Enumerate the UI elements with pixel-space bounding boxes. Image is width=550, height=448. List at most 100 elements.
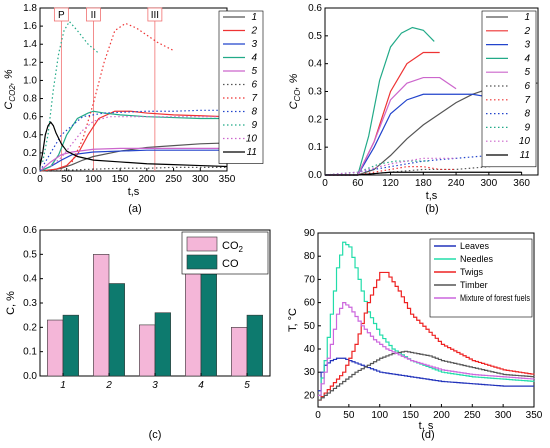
y-tick-label: 1.0 — [23, 75, 37, 86]
x-tick-label: 1 — [60, 380, 66, 391]
plot-frame-3 — [317, 232, 535, 408]
legend-label: 3 — [251, 39, 257, 50]
marker-label: II — [91, 10, 97, 21]
series-line-d-needles — [318, 241, 535, 396]
x-tick-label: 50 — [343, 410, 355, 421]
marker-box — [147, 7, 163, 22]
legend-label: Needles — [460, 254, 494, 264]
x-tick-label: 100 — [85, 174, 102, 185]
x-tick-label: 360 — [513, 178, 530, 189]
series-line-a-9 — [42, 20, 100, 163]
y-tick-label: 0.0 — [23, 166, 37, 177]
legend-label: 10 — [246, 134, 258, 145]
legend-label: 1 — [524, 12, 530, 23]
series-line-a-4 — [39, 110, 227, 172]
bar-co — [62, 314, 79, 377]
series-line-d-timber — [318, 350, 535, 401]
x-tick-label: 200 — [433, 410, 450, 421]
legend-label: 6 — [524, 81, 530, 92]
y-tick-label: 0.0 — [23, 371, 37, 382]
series-line-d-leaves — [318, 357, 534, 392]
y-tick-label: 60 — [304, 298, 316, 309]
series-line-a-10 — [50, 116, 227, 167]
y-tick-label: 0.6 — [23, 112, 37, 123]
y-label-main: C — [3, 102, 15, 110]
x-tick-label: 250 — [464, 410, 481, 421]
y-tick-label: 50 — [304, 321, 316, 332]
x-tick-label: 0 — [315, 410, 321, 421]
x-tick-label: 100 — [371, 410, 388, 421]
legend-label: 9 — [251, 120, 257, 131]
legend-label: 6 — [251, 80, 257, 91]
x-tick-label: 150 — [402, 410, 419, 421]
y-tick-label: 0.8 — [23, 94, 37, 105]
x-tick-label: 5 — [244, 380, 250, 391]
y-tick-label: 0.5 — [308, 31, 322, 42]
legend-swatch — [186, 236, 218, 252]
panel-caption: (d) — [421, 429, 434, 441]
y-tick-label: 0.6 — [308, 3, 322, 14]
x-tick-label: 300 — [495, 410, 512, 421]
legend-name: CO — [222, 258, 239, 270]
x-tick-label: 240 — [448, 178, 465, 189]
series-line-b-11 — [325, 171, 522, 176]
legend-label: Twigs — [460, 267, 484, 277]
y-axis-label-group: T, °C — [287, 308, 299, 332]
y-tick-label: 0.1 — [308, 142, 322, 153]
y-tick-label: 0.2 — [308, 114, 322, 125]
series-line-a-8 — [39, 109, 227, 172]
legend-label: 2 — [523, 26, 530, 37]
legend-swatch — [186, 254, 218, 270]
y-axis-label: T, °C — [287, 308, 299, 332]
y-tick-label: 80 — [304, 251, 316, 262]
y-tick-label: 20 — [304, 390, 316, 401]
series-line-d-twigs — [318, 271, 535, 401]
y-tick-label: 0.4 — [23, 274, 37, 285]
series-line-a-11 — [39, 121, 228, 168]
legend-label: Timber — [460, 280, 488, 290]
series-line-b-9 — [324, 160, 429, 176]
y-tick-label: 0.5 — [23, 249, 37, 260]
y-label-main: C — [288, 101, 300, 109]
x-tick-label: 2 — [105, 380, 112, 391]
y-tick-label: 0.6 — [23, 225, 37, 236]
legend-label: 1 — [251, 12, 257, 23]
legend-sub: 2 — [239, 245, 244, 254]
y-axis-label-group: CCO, % — [288, 73, 302, 109]
legend-label: 10 — [519, 136, 531, 147]
legend-label: Mixture of forest fuels — [460, 293, 530, 303]
legend-label: 5 — [524, 67, 530, 78]
y-axis-label-group: CCO2, % — [3, 69, 17, 110]
legend-box-0 — [218, 10, 264, 164]
x-tick-label: 300 — [192, 174, 209, 185]
x-tick-label: 180 — [415, 178, 432, 189]
marker-box — [86, 7, 101, 22]
x-tick-label: 50 — [61, 174, 73, 185]
legend-label: 8 — [524, 109, 530, 120]
marker-label: III — [151, 10, 159, 21]
y-tick-label: 0.2 — [23, 148, 37, 159]
y-tick-label: 0.4 — [23, 130, 37, 141]
y-tick-label: 0.3 — [308, 87, 322, 98]
y-label-sub: CO — [293, 89, 302, 101]
bar-co — [154, 312, 171, 377]
series-line-d-mixture-of-forest-fuels — [318, 302, 535, 396]
legend-label: 4 — [251, 53, 257, 64]
y-tick-label: 90 — [304, 228, 316, 239]
y-label-unit: , % — [288, 73, 300, 89]
bar-co — [108, 283, 125, 377]
panel-caption: (a) — [128, 203, 141, 215]
y-tick-label: 0.4 — [308, 59, 322, 70]
series-line-a-7 — [71, 22, 174, 163]
series-line-b-4 — [325, 26, 435, 176]
legend-box-d — [429, 238, 533, 318]
legend-label: 4 — [524, 53, 530, 64]
x-tick-label: 350 — [526, 410, 543, 421]
series-line-a-5 — [39, 147, 227, 172]
y-tick-label: 40 — [304, 344, 316, 355]
y-tick-label: 0.3 — [23, 298, 37, 309]
legend-label: 8 — [251, 107, 257, 118]
y-tick-label: 30 — [304, 367, 316, 378]
legend-label: 7 — [524, 95, 530, 106]
y-tick-label: 1.4 — [23, 39, 37, 50]
